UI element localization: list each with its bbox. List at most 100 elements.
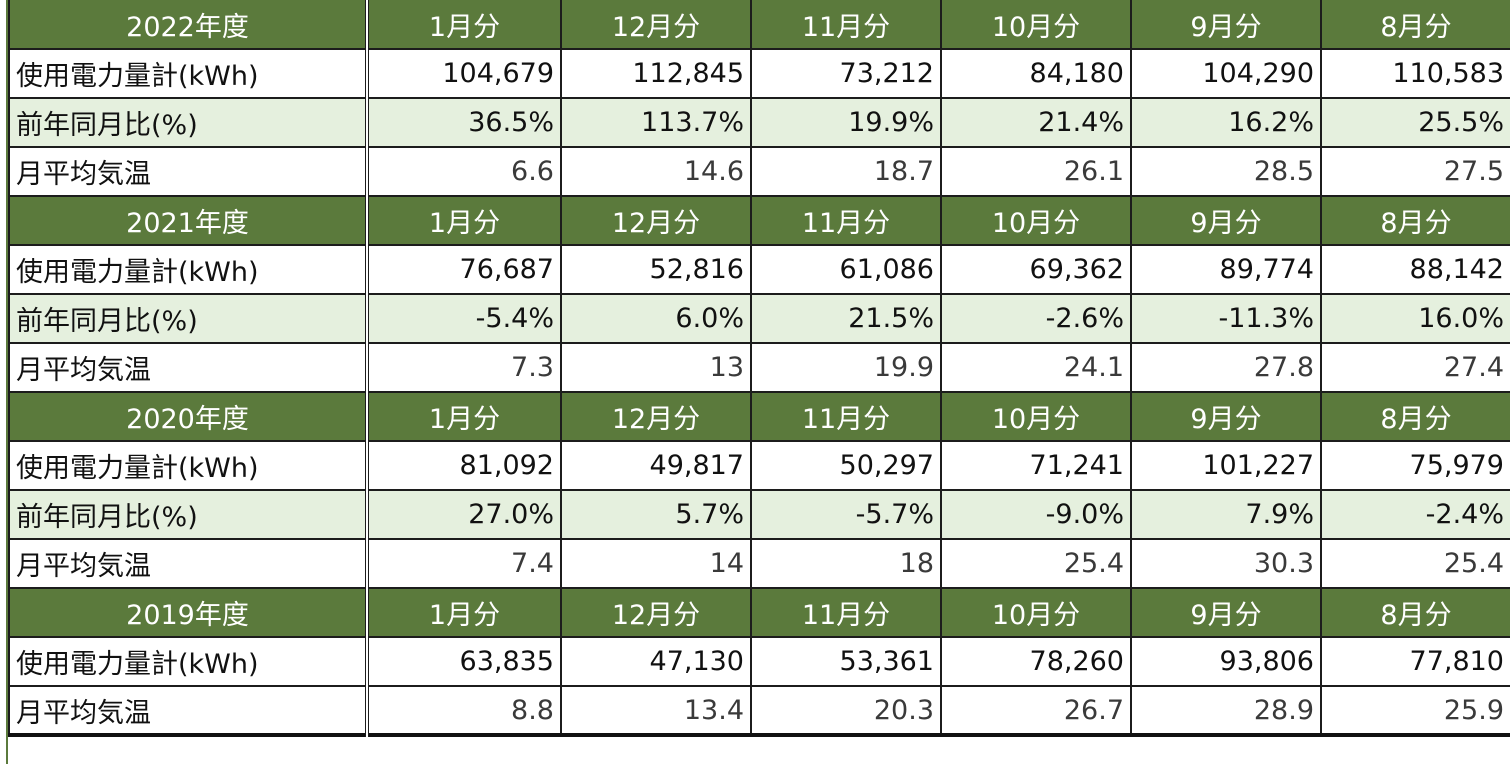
temperature-cell[interactable]: 28.5 [1131,147,1322,197]
usage-label[interactable]: 使用電力量計(kWh) [8,49,368,99]
usage-cell[interactable]: 104,679 [365,49,562,99]
temperature-cell[interactable]: 27.5 [1321,147,1510,197]
month-header[interactable]: 11月分 [751,588,942,638]
temperature-label[interactable]: 月平均気温 [8,147,368,197]
usage-cell[interactable]: 63,835 [365,637,562,687]
usage-label[interactable]: 使用電力量計(kWh) [8,245,368,295]
yoy-cell[interactable]: 113.7% [561,98,752,148]
usage-cell[interactable]: 76,687 [365,245,562,295]
yoy-cell[interactable]: 6.0% [561,294,752,344]
month-header[interactable]: 10月分 [941,392,1132,442]
usage-label[interactable]: 使用電力量計(kWh) [8,441,368,491]
month-header[interactable]: 11月分 [751,196,942,246]
temperature-cell[interactable]: 18 [751,539,942,589]
month-header[interactable]: 9月分 [1131,0,1322,50]
usage-cell[interactable]: 71,241 [941,441,1132,491]
yoy-cell[interactable]: 25.5% [1321,98,1510,148]
yoy-cell[interactable]: 7.9% [1131,490,1322,540]
temperature-cell[interactable]: 25.9 [1321,686,1510,737]
usage-cell[interactable]: 110,583 [1321,49,1510,99]
month-header[interactable]: 11月分 [751,392,942,442]
temperature-cell[interactable]: 14 [561,539,752,589]
month-header[interactable]: 8月分 [1321,392,1510,442]
usage-cell[interactable]: 78,260 [941,637,1132,687]
usage-cell[interactable]: 88,142 [1321,245,1510,295]
yoy-label[interactable]: 前年同月比(%) [8,294,368,344]
temperature-cell[interactable]: 27.4 [1321,343,1510,393]
usage-cell[interactable]: 112,845 [561,49,752,99]
usage-cell[interactable]: 50,297 [751,441,942,491]
usage-cell[interactable]: 61,086 [751,245,942,295]
usage-cell[interactable]: 101,227 [1131,441,1322,491]
fiscal-year-header[interactable]: 2019年度 [8,588,368,638]
month-header[interactable]: 1月分 [365,0,562,50]
temperature-label[interactable]: 月平均気温 [8,686,368,737]
month-header[interactable]: 12月分 [561,392,752,442]
temperature-label[interactable]: 月平均気温 [8,539,368,589]
month-header[interactable]: 12月分 [561,196,752,246]
temperature-cell[interactable]: 24.1 [941,343,1132,393]
yoy-cell[interactable]: 16.2% [1131,98,1322,148]
yoy-cell[interactable]: 21.5% [751,294,942,344]
usage-cell[interactable]: 52,816 [561,245,752,295]
usage-cell[interactable]: 104,290 [1131,49,1322,99]
month-header[interactable]: 1月分 [365,196,562,246]
temperature-cell[interactable]: 28.9 [1131,686,1322,737]
month-header[interactable]: 12月分 [561,0,752,50]
temperature-cell[interactable]: 8.8 [365,686,562,737]
usage-cell[interactable]: 81,092 [365,441,562,491]
usage-cell[interactable]: 75,979 [1321,441,1510,491]
month-header[interactable]: 8月分 [1321,0,1510,50]
yoy-label[interactable]: 前年同月比(%) [8,490,368,540]
yoy-cell[interactable]: 27.0% [365,490,562,540]
usage-cell[interactable]: 89,774 [1131,245,1322,295]
yoy-cell[interactable]: 21.4% [941,98,1132,148]
yoy-cell[interactable]: 5.7% [561,490,752,540]
yoy-cell[interactable]: -2.6% [941,294,1132,344]
temperature-cell[interactable]: 26.7 [941,686,1132,737]
month-header[interactable]: 10月分 [941,588,1132,638]
yoy-cell[interactable]: -2.4% [1321,490,1510,540]
yoy-cell[interactable]: 36.5% [365,98,562,148]
month-header[interactable]: 9月分 [1131,196,1322,246]
temperature-cell[interactable]: 20.3 [751,686,942,737]
temperature-cell[interactable]: 6.6 [365,147,562,197]
yoy-cell[interactable]: 19.9% [751,98,942,148]
month-header[interactable]: 8月分 [1321,196,1510,246]
usage-cell[interactable]: 47,130 [561,637,752,687]
temperature-cell[interactable]: 7.3 [365,343,562,393]
month-header[interactable]: 9月分 [1131,392,1322,442]
fiscal-year-header[interactable]: 2021年度 [8,196,368,246]
usage-label[interactable]: 使用電力量計(kWh) [8,637,368,687]
yoy-cell[interactable]: 16.0% [1321,294,1510,344]
fiscal-year-header[interactable]: 2020年度 [8,392,368,442]
temperature-cell[interactable]: 7.4 [365,539,562,589]
month-header[interactable]: 8月分 [1321,588,1510,638]
temperature-cell[interactable]: 18.7 [751,147,942,197]
temperature-cell[interactable]: 30.3 [1131,539,1322,589]
temperature-cell[interactable]: 13.4 [561,686,752,737]
temperature-cell[interactable]: 19.9 [751,343,942,393]
yoy-cell[interactable]: -5.4% [365,294,562,344]
usage-cell[interactable]: 49,817 [561,441,752,491]
usage-cell[interactable]: 53,361 [751,637,942,687]
temperature-cell[interactable]: 26.1 [941,147,1132,197]
month-header[interactable]: 10月分 [941,0,1132,50]
month-header[interactable]: 10月分 [941,196,1132,246]
month-header[interactable]: 1月分 [365,588,562,638]
month-header[interactable]: 1月分 [365,392,562,442]
temperature-cell[interactable]: 25.4 [941,539,1132,589]
temperature-label[interactable]: 月平均気温 [8,343,368,393]
usage-cell[interactable]: 93,806 [1131,637,1322,687]
temperature-cell[interactable]: 27.8 [1131,343,1322,393]
yoy-cell[interactable]: -5.7% [751,490,942,540]
fiscal-year-header[interactable]: 2022年度 [8,0,368,50]
temperature-cell[interactable]: 13 [561,343,752,393]
temperature-cell[interactable]: 25.4 [1321,539,1510,589]
month-header[interactable]: 9月分 [1131,588,1322,638]
temperature-cell[interactable]: 14.6 [561,147,752,197]
usage-cell[interactable]: 69,362 [941,245,1132,295]
month-header[interactable]: 11月分 [751,0,942,50]
yoy-label[interactable]: 前年同月比(%) [8,98,368,148]
usage-cell[interactable]: 77,810 [1321,637,1510,687]
